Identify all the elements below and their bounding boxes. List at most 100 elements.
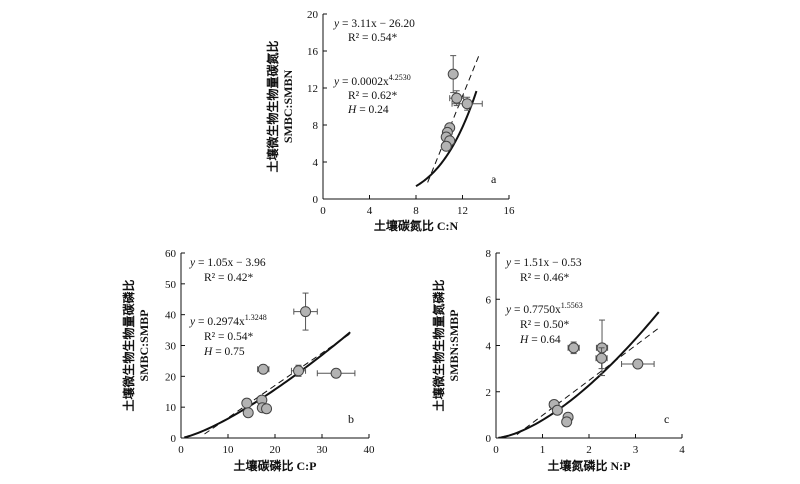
x-tick-label: 4 <box>679 444 685 456</box>
x-tick-label: 1 <box>540 444 546 456</box>
power-equation-line: H = 0.24 <box>347 104 389 116</box>
data-point <box>567 341 580 355</box>
power-fit-curve <box>415 90 478 188</box>
y-tick-label: 30 <box>165 341 177 353</box>
data-point <box>293 292 318 331</box>
point-marker <box>293 365 304 377</box>
data-point <box>449 90 465 107</box>
x-tick-label: 40 <box>364 444 376 456</box>
data-point <box>440 140 452 152</box>
point-marker <box>330 367 342 379</box>
data-point <box>621 358 655 370</box>
panel-letter: c <box>664 412 669 426</box>
x-tick-label: 20 <box>270 444 282 456</box>
point-marker <box>261 403 273 415</box>
y-axis-label: 土壤微生物生物量碳氮比 <box>265 40 280 172</box>
data-point <box>257 363 270 375</box>
data-point <box>551 404 563 416</box>
point-marker <box>300 306 312 318</box>
panel-c: 0 2 4 6 8 0 1 2 3 4 土壤氮磷比 N:P 土壤微生物生物量氮磷比 SMBN:SMBP y… <box>431 248 685 473</box>
y-axis-label-abbrev: SMBN:SMBP <box>447 310 461 382</box>
point-marker <box>461 98 473 110</box>
y-tick-label: 8 <box>486 248 492 260</box>
plot-area <box>498 311 660 438</box>
linear-fit-line <box>427 52 481 183</box>
y-tick-label: 4 <box>486 341 492 353</box>
power-equation-line: y = 0.0002x4.2530 <box>333 73 411 88</box>
linear-equation-line: y = 1.05x − 3.96 <box>189 257 266 269</box>
x-axis-label: 土壤碳氮比 C:N <box>374 218 459 233</box>
data-point <box>290 364 307 377</box>
data-point <box>595 347 608 370</box>
data-point <box>447 55 459 94</box>
panel-letter: a <box>491 172 497 186</box>
point-marker <box>440 140 452 152</box>
linear-equation-line: R² = 0.46* <box>520 272 569 284</box>
data-point <box>451 96 483 111</box>
x-tick-label: 12 <box>457 205 468 217</box>
y-axis-label: 土壤微生物生物量氮磷比 <box>431 279 446 411</box>
y-tick-label: 10 <box>165 402 177 414</box>
point-marker <box>451 92 463 104</box>
data-point <box>561 416 573 428</box>
panel-b: 0 10 20 30 40 50 60 0 10 20 30 40 土壤碳磷比 C:P 土壤微生物生物量碳… <box>121 248 375 473</box>
data-point <box>316 367 356 379</box>
x-tick-label: 10 <box>223 444 235 456</box>
y-tick-label: 20 <box>307 9 319 21</box>
x-tick-label: 0 <box>320 205 326 217</box>
y-axis-label-abbrev: SMBC:SMBP <box>137 310 151 382</box>
y-axis-label: 土壤微生物生物量碳磷比 <box>121 279 136 411</box>
power-equation-line: H = 0.64 <box>519 334 561 346</box>
point-marker <box>596 352 608 364</box>
y-tick-label: 2 <box>486 387 492 399</box>
x-tick-label: 0 <box>493 444 499 456</box>
power-equation-line: R² = 0.50* <box>520 319 569 331</box>
y-tick-label: 0 <box>171 433 177 445</box>
power-fit-curve <box>184 331 351 438</box>
power-equation-line: y = 0.2974x1.3248 <box>189 313 267 328</box>
data-point <box>241 397 253 409</box>
power-equation-line: H = 0.75 <box>203 346 245 358</box>
point-marker <box>242 407 254 419</box>
point-marker <box>447 68 459 80</box>
y-tick-label: 12 <box>307 83 318 95</box>
x-tick-label: 2 <box>586 444 592 456</box>
y-tick-label: 0 <box>486 433 492 445</box>
point-marker <box>561 416 573 428</box>
x-axis-label: 土壤碳磷比 C:P <box>234 458 317 473</box>
point-marker <box>257 363 269 375</box>
x-axis-label: 土壤氮磷比 N:P <box>548 458 631 473</box>
power-equation-line: R² = 0.62* <box>348 90 397 102</box>
linear-equation-line: y = 3.11x − 26.20 <box>333 18 415 30</box>
linear-equation-line: y = 1.51x − 0.53 <box>505 257 582 269</box>
y-tick-label: 8 <box>313 120 319 132</box>
x-tick-label: 30 <box>317 444 329 456</box>
x-tick-label: 0 <box>178 444 184 456</box>
y-tick-label: 6 <box>486 294 492 306</box>
panel-a: 0 4 8 12 16 20 0 4 8 12 16 土壤碳氮比 C:N 土壤微生物生物量碳氮比 SMBC… <box>265 9 515 233</box>
y-axis-label-abbrev: SMBC:SMBN <box>281 70 295 144</box>
power-equation-line: R² = 0.54* <box>204 331 253 343</box>
data-point <box>261 403 273 415</box>
y-tick-label: 40 <box>165 310 177 322</box>
point-marker <box>632 358 644 370</box>
y-tick-label: 4 <box>313 157 319 169</box>
linear-equation-line: R² = 0.42* <box>204 272 253 284</box>
y-tick-label: 50 <box>165 279 177 291</box>
y-tick-label: 0 <box>313 194 319 206</box>
power-fit-curve <box>498 311 660 438</box>
plot-area <box>184 331 351 438</box>
point-marker <box>568 342 580 354</box>
point-marker <box>551 404 563 416</box>
power-equation-line: y = 0.7750x1.5563 <box>505 301 583 316</box>
point-marker <box>241 397 253 409</box>
y-tick-label: 16 <box>307 46 319 58</box>
x-tick-label: 8 <box>413 205 419 217</box>
panel-letter: b <box>348 412 354 426</box>
data-point <box>242 407 254 419</box>
x-tick-label: 4 <box>367 205 373 217</box>
x-tick-label: 16 <box>504 205 516 217</box>
plot-area <box>415 52 481 188</box>
x-tick-label: 3 <box>633 444 639 456</box>
y-tick-label: 20 <box>165 371 177 383</box>
